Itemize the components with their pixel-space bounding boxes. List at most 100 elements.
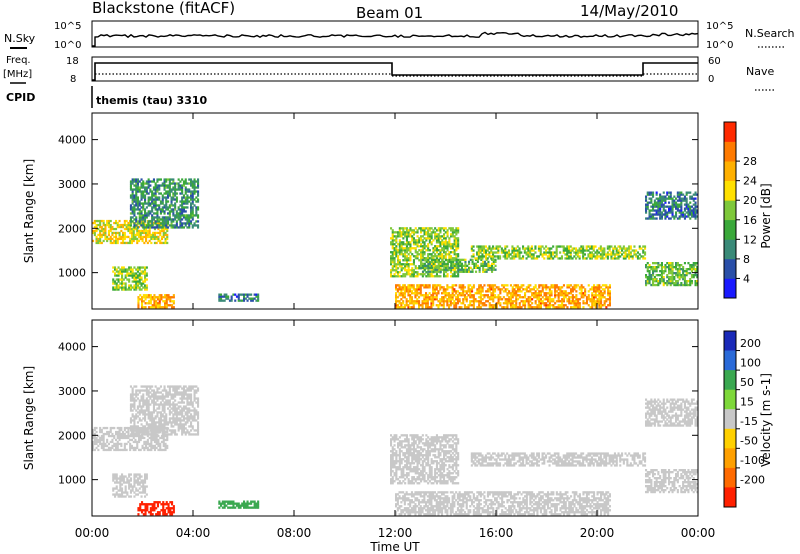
heatmap-cell	[162, 218, 164, 220]
heatmap-cell	[101, 431, 103, 433]
heatmap-cell	[515, 255, 517, 257]
heatmap-cell	[167, 206, 169, 208]
heatmap-cell	[108, 435, 110, 437]
heatmap-cell	[174, 429, 176, 431]
heatmap-cell	[181, 387, 183, 389]
heatmap-cell	[148, 214, 150, 216]
heatmap-cell	[176, 220, 178, 222]
heatmap-cell	[575, 251, 577, 253]
heatmap-cell	[450, 294, 452, 296]
heatmap-cell	[110, 429, 112, 431]
heatmap-cell	[156, 214, 158, 216]
heatmap-cell	[156, 411, 158, 413]
heatmap-cell	[119, 236, 121, 238]
heatmap-cell	[134, 439, 136, 441]
heatmap-cell	[529, 304, 531, 306]
heatmap-cell	[146, 278, 148, 280]
heatmap-cell	[186, 417, 188, 419]
heatmap-cell	[108, 443, 110, 445]
heatmap-cell	[155, 220, 157, 222]
heatmap-cell	[475, 267, 477, 269]
heatmap-cell	[420, 253, 422, 255]
heatmap-cell	[542, 296, 544, 298]
heatmap-cell	[140, 230, 142, 232]
heatmap-cell	[469, 296, 471, 298]
heatmap-cell	[434, 233, 436, 235]
heatmap-cell	[603, 251, 605, 253]
heatmap-cell	[131, 439, 133, 441]
heatmap-cell	[106, 220, 108, 222]
heatmap-cell	[664, 206, 666, 208]
heatmap-cell	[134, 447, 136, 449]
heatmap-cell	[455, 298, 457, 300]
heatmap-cell	[597, 300, 599, 302]
heatmap-cell	[591, 294, 593, 296]
heatmap-cell	[415, 255, 417, 257]
heatmap-cell	[659, 196, 661, 198]
heatmap-cell	[176, 226, 178, 228]
heatmap-cell	[682, 211, 684, 213]
heatmap-cell	[146, 202, 148, 204]
heatmap-cell	[659, 270, 661, 272]
heatmap-cell	[413, 304, 415, 306]
heatmap-cell	[151, 401, 153, 403]
heatmap-cell	[151, 417, 153, 419]
heatmap-cell	[494, 288, 496, 290]
heatmap-cell	[558, 288, 560, 290]
heatmap-cell	[156, 413, 158, 415]
heatmap-cell	[137, 198, 139, 200]
heatmap-cell	[146, 433, 148, 435]
heatmap-cell	[171, 220, 173, 222]
heatmap-cell	[486, 265, 488, 267]
heatmap-cell	[192, 194, 194, 196]
heatmap-cell	[156, 391, 158, 393]
heatmap-cell	[441, 247, 443, 249]
heatmap-cell	[439, 304, 441, 306]
heatmap-cell	[443, 263, 445, 265]
heatmap-cell	[171, 190, 173, 192]
heatmap-cell	[186, 387, 188, 389]
heatmap-cell	[595, 302, 597, 304]
heatmap-cell	[190, 389, 192, 391]
heatmap-cell	[151, 208, 153, 210]
heatmap-cell	[155, 212, 157, 214]
heatmap-cell	[420, 237, 422, 239]
heatmap-cell	[136, 242, 138, 244]
heatmap-cell	[406, 245, 408, 247]
heatmap-cell	[545, 251, 547, 253]
heatmap-cell	[427, 302, 429, 304]
heatmap-cell	[404, 259, 406, 261]
heatmap-cell	[144, 280, 146, 282]
heatmap-cell	[453, 302, 455, 304]
heatmap-cell	[171, 196, 173, 198]
heatmap-cell	[431, 237, 433, 239]
heatmap-cell	[586, 247, 588, 249]
heatmap-cell	[120, 443, 122, 445]
heatmap-cell	[418, 300, 420, 302]
heatmap-cell	[174, 218, 176, 220]
heatmap-cell	[515, 247, 517, 249]
heatmap-cell	[664, 215, 666, 217]
heatmap-cell	[536, 292, 538, 294]
heatmap-cell	[132, 210, 134, 212]
heatmap-cell	[238, 294, 240, 296]
heatmap-cell	[145, 441, 147, 443]
heatmap-cell	[188, 190, 190, 192]
heatmap-cell	[418, 273, 420, 275]
heatmap-cell	[693, 266, 695, 268]
heatmap-cell	[146, 180, 148, 182]
heatmap-cell	[155, 304, 157, 306]
heatmap-cell	[409, 235, 411, 237]
heatmap-cell	[167, 184, 169, 186]
heatmap-cell	[453, 294, 455, 296]
heatmap-cell	[183, 407, 185, 409]
heatmap-cell	[133, 417, 135, 419]
heatmap-cell	[397, 259, 399, 261]
heatmap-cell	[656, 194, 658, 196]
heatmap-cell	[132, 393, 134, 395]
heatmap-cell	[409, 227, 411, 229]
heatmap-cell	[549, 306, 551, 308]
heatmap-cell	[166, 294, 168, 296]
heatmap-cell	[492, 286, 494, 288]
heatmap-cell	[531, 306, 533, 308]
